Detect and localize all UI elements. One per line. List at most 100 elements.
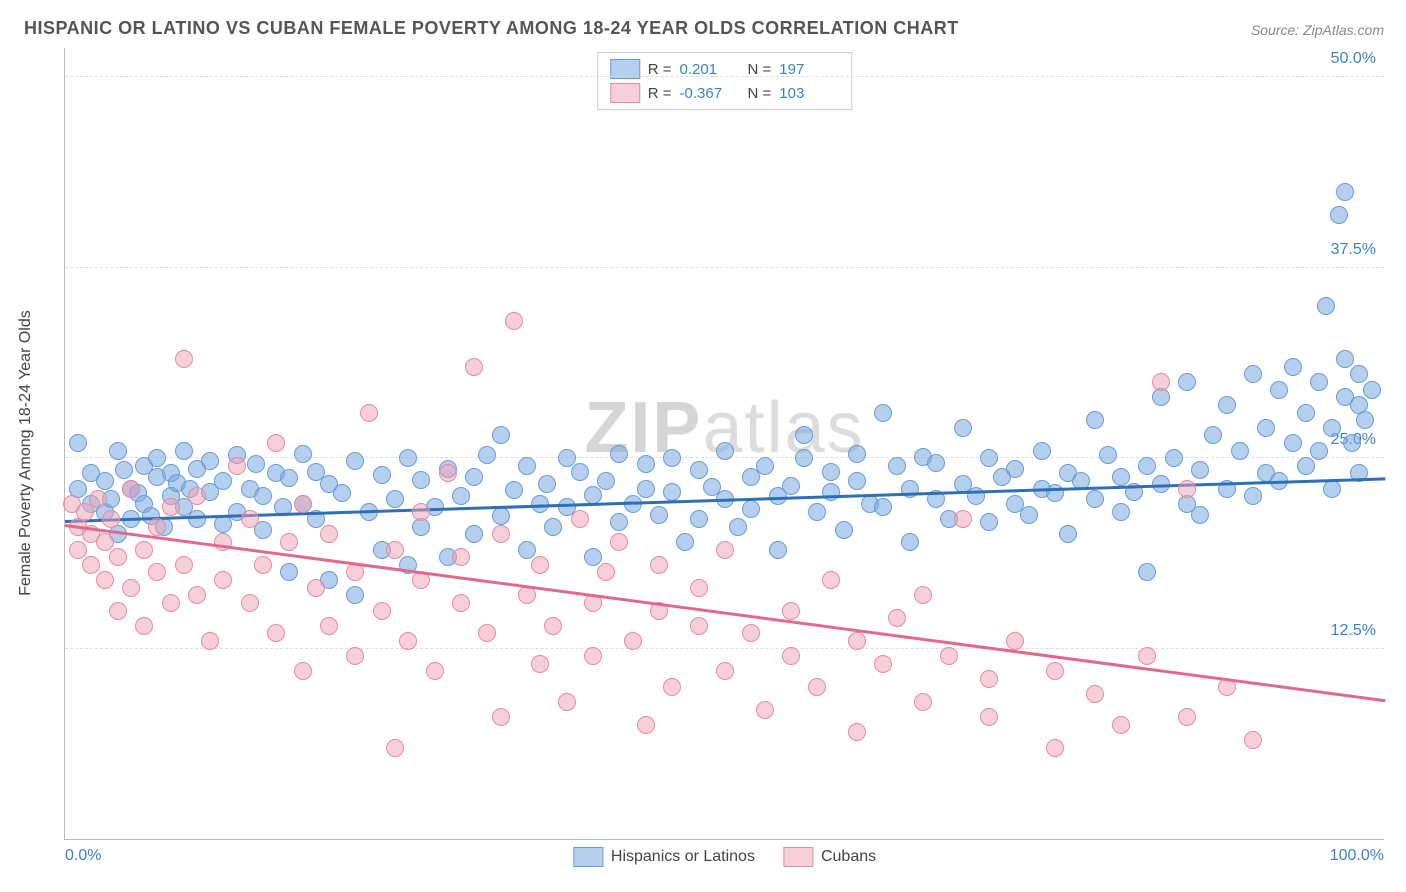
data-point bbox=[610, 533, 628, 551]
data-point bbox=[1330, 206, 1348, 224]
data-point bbox=[637, 455, 655, 473]
data-point bbox=[412, 471, 430, 489]
data-point bbox=[439, 464, 457, 482]
data-point bbox=[280, 533, 298, 551]
data-point bbox=[782, 477, 800, 495]
data-point bbox=[505, 312, 523, 330]
data-point bbox=[822, 463, 840, 481]
data-point bbox=[940, 647, 958, 665]
data-point bbox=[1244, 487, 1262, 505]
data-point bbox=[518, 541, 536, 559]
data-point bbox=[1138, 647, 1156, 665]
data-point bbox=[1178, 708, 1196, 726]
y-tick-label: 37.5% bbox=[1331, 241, 1376, 259]
data-point bbox=[1356, 411, 1374, 429]
data-point bbox=[373, 466, 391, 484]
data-point bbox=[544, 617, 562, 635]
data-point bbox=[1046, 662, 1064, 680]
data-point bbox=[1297, 404, 1315, 422]
data-point bbox=[610, 513, 628, 531]
data-point bbox=[1323, 419, 1341, 437]
data-point bbox=[1257, 419, 1275, 437]
data-point bbox=[247, 455, 265, 473]
data-point bbox=[1204, 426, 1222, 444]
data-point bbox=[597, 563, 615, 581]
data-point bbox=[1284, 358, 1302, 376]
data-point bbox=[518, 586, 536, 604]
data-point bbox=[175, 350, 193, 368]
data-point bbox=[637, 716, 655, 734]
data-point bbox=[1191, 506, 1209, 524]
data-point bbox=[465, 358, 483, 376]
data-point bbox=[135, 617, 153, 635]
data-point bbox=[848, 632, 866, 650]
data-point bbox=[386, 490, 404, 508]
data-point bbox=[82, 556, 100, 574]
data-point bbox=[729, 518, 747, 536]
data-point bbox=[399, 632, 417, 650]
data-point bbox=[980, 449, 998, 467]
data-point bbox=[373, 602, 391, 620]
data-point bbox=[175, 556, 193, 574]
data-point bbox=[478, 624, 496, 642]
data-point bbox=[1244, 365, 1262, 383]
data-point bbox=[980, 708, 998, 726]
data-point bbox=[584, 548, 602, 566]
data-point bbox=[742, 500, 760, 518]
data-point bbox=[1323, 480, 1341, 498]
y-tick-label: 12.5% bbox=[1331, 622, 1376, 640]
data-point bbox=[1310, 442, 1328, 460]
data-point bbox=[874, 404, 892, 422]
data-point bbox=[188, 510, 206, 528]
data-point bbox=[808, 503, 826, 521]
data-point bbox=[690, 461, 708, 479]
data-point bbox=[1099, 446, 1117, 464]
n-value: 197 bbox=[779, 61, 839, 78]
data-point bbox=[597, 472, 615, 490]
data-point bbox=[835, 521, 853, 539]
data-point bbox=[254, 556, 272, 574]
data-point bbox=[214, 472, 232, 490]
data-point bbox=[254, 487, 272, 505]
data-point bbox=[148, 563, 166, 581]
correlation-stats-box: R =0.201N =197R =-0.367N =103 bbox=[597, 52, 853, 110]
data-point bbox=[412, 503, 430, 521]
data-point bbox=[1165, 449, 1183, 467]
data-point bbox=[135, 541, 153, 559]
data-point bbox=[531, 655, 549, 673]
data-point bbox=[1086, 490, 1104, 508]
data-point bbox=[162, 498, 180, 516]
data-point bbox=[610, 445, 628, 463]
legend-label: Hispanics or Latinos bbox=[611, 848, 755, 866]
data-point bbox=[320, 525, 338, 543]
data-point bbox=[1244, 731, 1262, 749]
data-point bbox=[848, 445, 866, 463]
data-point bbox=[307, 579, 325, 597]
data-point bbox=[795, 449, 813, 467]
data-point bbox=[1138, 563, 1156, 581]
data-point bbox=[663, 678, 681, 696]
data-point bbox=[888, 457, 906, 475]
data-point bbox=[822, 571, 840, 589]
scatter-plot-area: ZIPatlas R =0.201N =197R =-0.367N =103 H… bbox=[64, 48, 1384, 840]
data-point bbox=[465, 525, 483, 543]
data-point bbox=[109, 602, 127, 620]
data-point bbox=[1046, 739, 1064, 757]
data-point bbox=[1336, 350, 1354, 368]
data-point bbox=[122, 579, 140, 597]
data-point bbox=[69, 541, 87, 559]
data-point bbox=[188, 487, 206, 505]
data-point bbox=[901, 533, 919, 551]
data-point bbox=[1086, 411, 1104, 429]
data-point bbox=[822, 483, 840, 501]
data-point bbox=[1059, 525, 1077, 543]
legend-item: Hispanics or Latinos bbox=[573, 847, 755, 867]
data-point bbox=[637, 480, 655, 498]
data-point bbox=[914, 586, 932, 604]
stats-row: R =-0.367N =103 bbox=[608, 81, 842, 105]
data-point bbox=[1363, 381, 1381, 399]
grid-line bbox=[65, 267, 1384, 268]
data-point bbox=[122, 480, 140, 498]
n-value: 103 bbox=[779, 85, 839, 102]
data-point bbox=[478, 446, 496, 464]
